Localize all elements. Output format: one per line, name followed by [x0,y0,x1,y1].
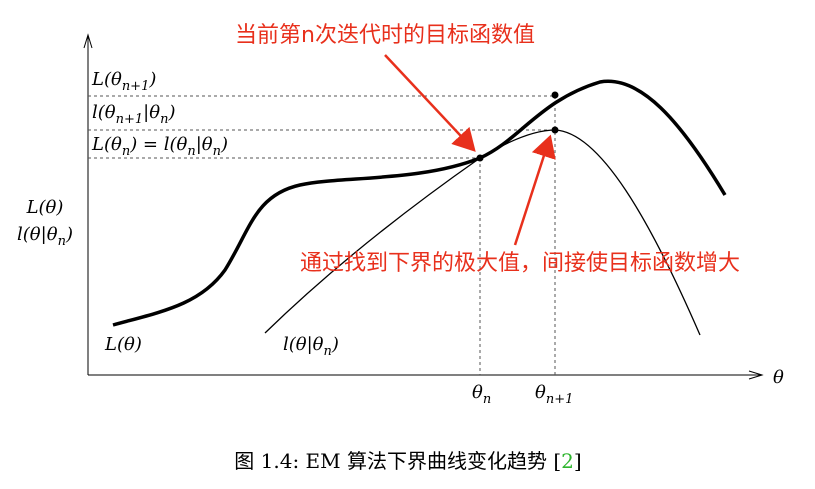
x-label: θn [472,382,491,407]
subscript: n [58,234,66,249]
objective-curve [112,79,727,327]
y-axis-label: l(θ|θn) [17,224,73,249]
math-text: ) [65,224,73,245]
math-text: L(θ [91,134,122,155]
level-label: L(θn) = l(θn|θn) [91,134,228,159]
math-text: L(θ) [26,197,64,218]
curve-label: L(θ) [104,334,142,355]
x-label: θn+1 [535,382,573,407]
math-text: |θ [143,102,160,123]
caption-end: ] [574,449,582,473]
x-axis-label: θ [773,367,784,388]
subscript: n+1 [546,392,574,407]
lower-bound-curve [264,129,701,336]
annotation: 通过找到下界的极大值，间接使目标函数增大 [300,251,740,276]
caption: 图 1.4: EM 算法下界曲线变化趋势 [2] [234,449,581,473]
caption-text: 图 1.4: EM 算法下界曲线变化趋势 [ [234,449,561,473]
annotation-arrow [513,134,556,246]
math-text: |θ [196,134,213,155]
math-text: L(θ) [104,334,142,355]
math-text: ) [148,69,156,90]
math-text: l(θ|θ [17,224,58,245]
subscript: n+1 [122,79,150,94]
point [476,154,484,162]
subscript: n [187,144,195,159]
subscript: n [122,144,130,159]
annotation: 当前第n次迭代时的目标函数值 [235,23,535,48]
citation[interactable]: 2 [561,449,574,473]
subscript: n [213,144,221,159]
math-text: θ [535,382,546,403]
math-text: ) [220,134,228,155]
subscript: n+1 [116,112,144,127]
math-text: l(θ [92,102,116,123]
math-text: ) = l(θ [129,134,187,155]
y-axis-label: L(θ) [26,197,64,218]
math-text: θ [472,382,483,403]
math-text: L(θ [91,69,122,90]
subscript: n [483,392,491,407]
point [551,91,559,99]
x-arrow [748,370,764,380]
annotation-arrow [384,54,476,152]
subscript: n [160,112,168,127]
math-text: ) [331,334,339,355]
math-text: ) [167,102,175,123]
point [551,126,559,134]
subscript: n [324,344,332,359]
y-arrow [83,33,93,49]
math-text: l(θ|θ [283,334,324,355]
level-label: L(θn+1) [91,69,156,94]
level-label: l(θn+1|θn) [92,102,175,127]
curve-label: l(θ|θn) [283,334,339,359]
